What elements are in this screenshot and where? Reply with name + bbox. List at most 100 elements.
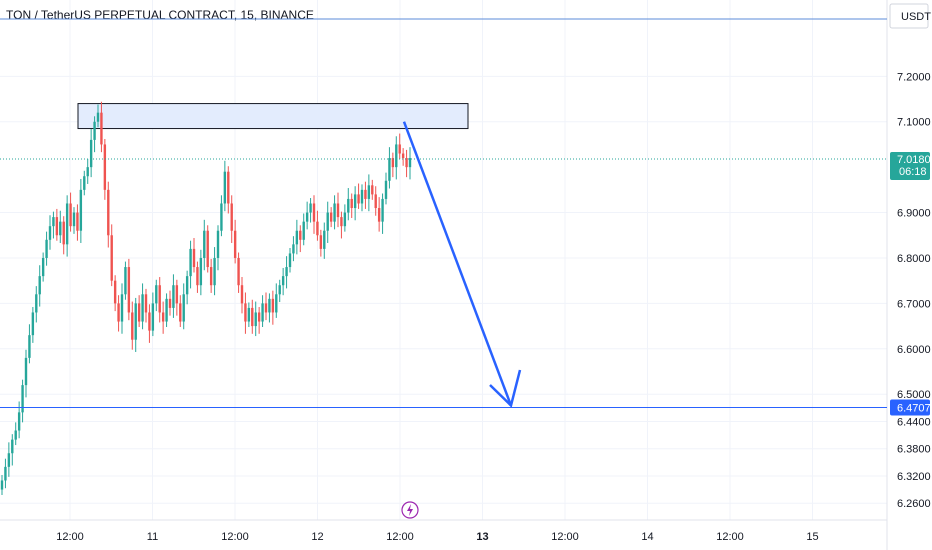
candle-body	[65, 203, 69, 245]
candle-body	[52, 217, 55, 227]
candle-body	[17, 412, 21, 431]
candle-body	[155, 285, 158, 304]
candle-body	[113, 280, 117, 304]
y-tick-label: 6.6000	[897, 344, 931, 356]
candle-body	[131, 312, 134, 340]
candle-body	[148, 312, 151, 331]
candle-body	[343, 212, 347, 227]
candle-body	[21, 385, 24, 413]
candles-layer	[0, 101, 412, 496]
candle-body	[223, 171, 227, 204]
candle-body	[213, 257, 216, 286]
candle-body	[59, 221, 62, 236]
resistance-zone-rectangle[interactable]	[77, 103, 469, 130]
candle-body	[264, 303, 268, 313]
candle-body	[76, 212, 79, 231]
candle-body	[281, 276, 285, 286]
candle-body	[175, 285, 179, 304]
candle-body	[295, 230, 299, 245]
candle-body	[247, 307, 251, 322]
candle-body	[254, 312, 257, 327]
candle-body	[377, 208, 381, 222]
symbol-title: TON / TetherUS PERPETUAL CONTRACT, 15, B…	[6, 8, 314, 22]
candle-body	[364, 189, 367, 199]
x-tick-label: 12:00	[56, 531, 84, 543]
candle-body	[55, 217, 59, 236]
y-tick-label: 6.2600	[897, 498, 931, 510]
candle-body	[319, 235, 323, 249]
candle-body	[326, 212, 329, 231]
candle-body	[209, 267, 213, 286]
candle-body	[185, 276, 189, 295]
candle-body	[107, 189, 110, 236]
arrow-head	[489, 369, 522, 408]
candle-body	[244, 303, 247, 322]
candle-body	[165, 298, 168, 322]
candle-body	[401, 153, 405, 159]
candle-body	[312, 203, 316, 222]
x-tick-label: 12:00	[221, 531, 249, 543]
x-tick-label: 15	[806, 531, 818, 543]
candle-body	[4, 466, 7, 481]
candle-body	[388, 158, 391, 181]
candle-body	[257, 312, 261, 322]
candle-body	[182, 294, 185, 322]
candle-body	[391, 158, 395, 168]
candle-body	[268, 298, 271, 313]
candle-body	[206, 230, 209, 268]
candle-body	[333, 203, 336, 222]
candle-body	[240, 285, 244, 304]
candle-body	[168, 298, 172, 308]
candle-body	[35, 294, 38, 313]
candle-body	[31, 312, 35, 336]
candle-body	[11, 439, 14, 454]
candle-body	[408, 158, 412, 168]
candle-body	[100, 112, 103, 145]
arrow-shaft	[402, 121, 513, 406]
last-price-value: 7.0180	[897, 154, 931, 166]
candle-body	[357, 194, 360, 204]
time-axis: 12:00 11 12:00 12 12:00 13 12:00 14 12:00 15	[56, 531, 818, 543]
candle-body	[261, 303, 264, 322]
candle-body	[79, 189, 83, 231]
x-tick-label: 13	[476, 531, 488, 543]
projection-arrow[interactable]	[402, 121, 522, 408]
candle-body	[0, 480, 4, 490]
candle-body	[237, 257, 240, 286]
candle-body	[233, 230, 237, 258]
candle-body	[96, 112, 100, 122]
candle-body	[230, 203, 233, 231]
y-tick-label: 6.9000	[897, 208, 931, 220]
x-tick-label: 12:00	[716, 531, 744, 543]
candle-body	[199, 257, 203, 286]
flash-icon[interactable]	[401, 501, 419, 519]
candle-body	[179, 303, 182, 322]
candle-body	[62, 221, 65, 245]
candle-body	[172, 285, 175, 308]
candle-body	[316, 221, 319, 236]
last-price-badge: 7.0180 06:18	[890, 151, 931, 180]
candle-body	[367, 185, 371, 199]
currency-box[interactable]	[889, 3, 929, 29]
currency-label: USDT	[901, 11, 931, 23]
candle-body	[381, 198, 384, 222]
y-tick-label: 6.4400	[897, 416, 931, 428]
candle-body	[120, 294, 124, 322]
candle-body	[323, 230, 326, 249]
support-level-value: 6.4707	[897, 403, 931, 415]
candle-body	[302, 221, 305, 240]
candle-body	[336, 203, 340, 218]
candle-body	[285, 267, 288, 277]
candle-body	[28, 335, 31, 358]
candle-body	[299, 230, 302, 240]
x-tick-label: 14	[641, 531, 653, 543]
candle-body	[220, 203, 223, 231]
x-tick-label: 11	[147, 531, 158, 543]
candle-body	[103, 144, 107, 190]
candle-body	[117, 303, 120, 322]
bar-countdown: 06:18	[899, 166, 927, 178]
candle-body	[69, 203, 72, 227]
candle-body	[309, 203, 312, 213]
